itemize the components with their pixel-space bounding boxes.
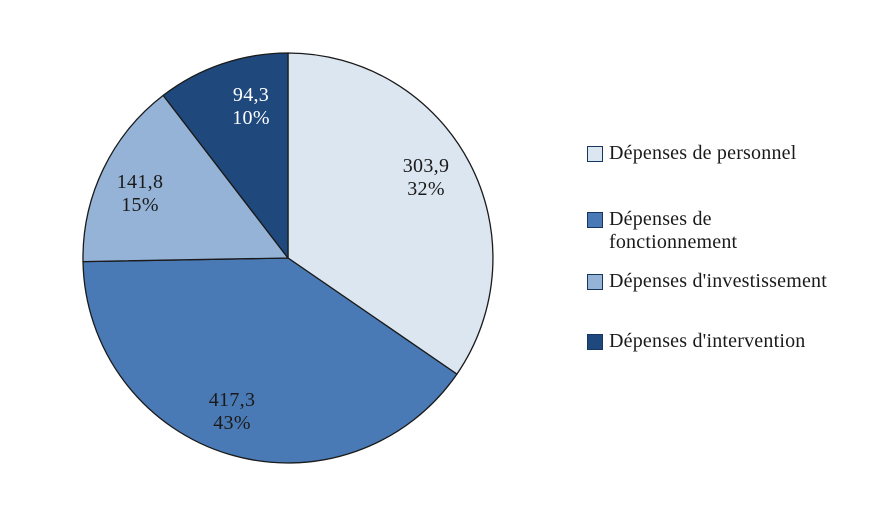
legend-swatch-icon [587,146,603,162]
legend-item-4: Dépenses d'intervention [587,330,806,353]
legend-item-2: Dépenses de fonctionnement [587,208,737,254]
chart-legend: Dépenses de personnel Dépenses de fonctio… [587,0,874,519]
legend-label: Dépenses d'intervention [609,330,806,352]
slice-percent-label-3: 15% [121,194,159,216]
legend-swatch-icon [587,212,603,228]
slice-percent-label-4: 10% [232,107,270,129]
pie-slice-4 [162,52,289,259]
pie-slice-2 [82,257,458,464]
legend-item-1: Dépenses de personnel [587,142,796,165]
legend-item-3: Dépenses d'investissement [587,270,827,293]
legend-label: Dépenses de fonctionnement [609,208,738,253]
slice-percent-label-2: 43% [213,412,251,434]
slice-percent-label-1: 32% [407,178,445,200]
pie-slice-3 [82,94,289,263]
legend-label: Dépenses de personnel [609,142,797,164]
legend-swatch-icon [587,334,603,350]
legend-label: Dépenses d'investissement [609,270,828,292]
slice-value-label-2: 417,3 [209,389,256,411]
slice-value-label-3: 141,8 [117,171,164,193]
slice-value-label-4: 94,3 [233,84,269,106]
legend-swatch-icon [587,274,603,290]
slice-value-label-1: 303,9 [403,155,450,177]
pie-slice-1 [287,52,494,375]
